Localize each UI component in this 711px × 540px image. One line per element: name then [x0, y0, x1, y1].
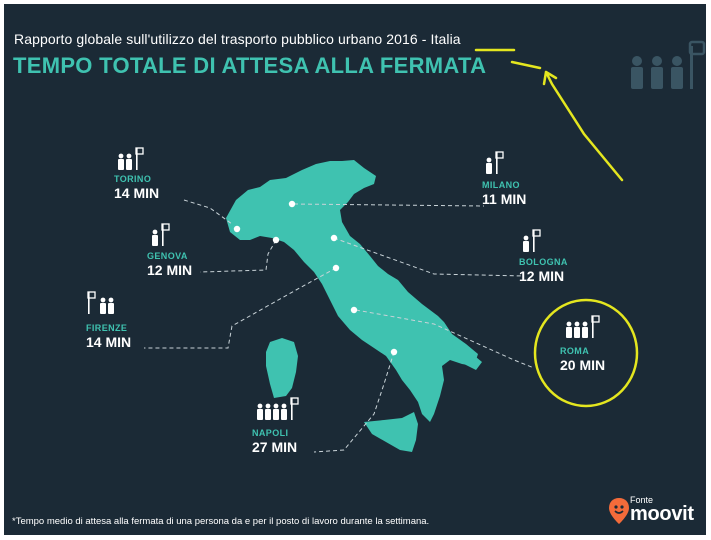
- italy-mainland-shape: [226, 160, 478, 422]
- city-label-genova: GENOVA 12 MIN: [147, 251, 192, 278]
- report-subtitle: Rapporto globale sull'utilizzo del trasp…: [14, 31, 461, 47]
- city-wait-time: 12 MIN: [519, 268, 565, 284]
- sicily-shape: [364, 412, 418, 452]
- city-name: MILANO: [482, 180, 520, 190]
- city-dots: [233, 200, 398, 356]
- annotation-marks: [474, 48, 639, 408]
- people-waiting-icon: [486, 151, 504, 174]
- sardinia-shape: [266, 338, 298, 398]
- footnote: *Tempo medio di attesa alla fermata di u…: [12, 516, 430, 527]
- people-waiting-icon: [523, 229, 541, 252]
- city-label-torino: TORINO 14 MIN: [114, 174, 159, 201]
- people-icons-layer: [87, 147, 600, 420]
- header-decoration-icon: [631, 40, 706, 89]
- italy-map-graphic: [144, 40, 706, 453]
- city-wait-time: 14 MIN: [86, 334, 132, 350]
- people-waiting-icon: [87, 291, 114, 314]
- city-name: NAPOLI: [252, 428, 289, 438]
- people-waiting-icon: [152, 223, 170, 246]
- people-waiting-icon: [118, 147, 144, 170]
- city-name: GENOVA: [147, 251, 188, 261]
- moovit-pin-icon: [609, 498, 629, 524]
- city-name: FIRENZE: [86, 323, 128, 333]
- city-wait-time: 12 MIN: [147, 262, 193, 278]
- city-wait-time: 14 MIN: [114, 185, 160, 201]
- city-label-firenze: FIRENZE 14 MIN: [86, 323, 131, 350]
- infographic-frame: Rapporto globale sull'utilizzo del trasp…: [4, 4, 706, 535]
- people-waiting-icon: [257, 397, 299, 420]
- city-name: ROMA: [560, 346, 590, 356]
- page-title: TEMPO TOTALE DI ATTESA ALLA FERMATA: [13, 53, 487, 78]
- connector-lines: [144, 199, 535, 453]
- city-label-napoli: NAPOLI 27 MIN: [252, 428, 297, 455]
- city-wait-time: 11 MIN: [482, 191, 527, 207]
- source-label: Fonte: [630, 495, 654, 505]
- people-waiting-icon: [566, 315, 600, 338]
- city-wait-time: 27 MIN: [252, 439, 298, 455]
- brand-name: moovit: [630, 503, 694, 525]
- city-name: BOLOGNA: [519, 257, 568, 267]
- moovit-logo: Fonte moovit: [608, 495, 696, 529]
- city-name: TORINO: [114, 174, 152, 184]
- city-label-roma: ROMA 20 MIN: [560, 346, 605, 373]
- italy-heel-shape: [452, 340, 482, 370]
- city-label-milano: MILANO 11 MIN: [482, 180, 526, 207]
- city-label-bologna: BOLOGNA 12 MIN: [519, 257, 568, 284]
- city-wait-time: 20 MIN: [560, 357, 606, 373]
